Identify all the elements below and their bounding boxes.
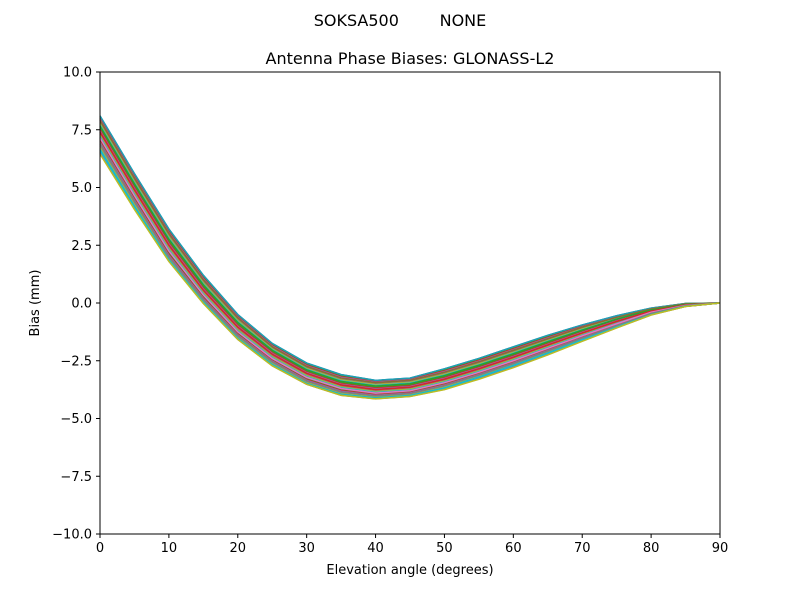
x-tick-label: 10	[161, 541, 178, 556]
series-line	[99, 125, 721, 387]
series-line	[99, 153, 721, 400]
series-line-interp	[99, 130, 721, 390]
series-line	[99, 115, 721, 382]
x-tick-label: 0	[96, 541, 104, 556]
series-line-interp	[99, 121, 721, 385]
series-line	[99, 137, 721, 394]
series-line-interp	[99, 117, 721, 383]
series-line-interp	[99, 128, 721, 389]
chart-title: Antenna Phase Biases: GLONASS-L2	[266, 49, 555, 68]
y-tick-label: −5.0	[60, 412, 92, 427]
series-line-interp	[99, 116, 721, 382]
series-line-interp	[99, 120, 721, 384]
y-tick-label: 2.5	[71, 239, 92, 254]
series-line-interp	[99, 122, 721, 385]
y-tick-label: 7.5	[71, 123, 92, 138]
series-line-interp	[99, 127, 721, 388]
series-line	[99, 120, 721, 384]
y-axis-ticks: −10.0 −7.5 −5.0 −2.5 0.0 2.5 5.0 7.5 10.0	[52, 66, 100, 543]
y-tick-label: −10.0	[52, 528, 92, 543]
x-tick-label: 20	[230, 541, 247, 556]
series-line	[99, 131, 721, 391]
x-tick-label: 60	[505, 541, 522, 556]
x-axis-label: Elevation angle (degrees)	[326, 563, 493, 578]
x-tick-label: 80	[643, 541, 660, 556]
x-tick-label: 40	[367, 541, 384, 556]
y-tick-label: 5.0	[71, 181, 92, 196]
x-tick-label: 70	[574, 541, 591, 556]
x-tick-label: 50	[436, 541, 453, 556]
x-axis-ticks: 0 10 20 30 40 50 60 70 80 90	[96, 534, 728, 556]
series-line-interp	[99, 123, 721, 386]
y-tick-label: −2.5	[60, 354, 92, 369]
y-axis-label: Bias (mm)	[28, 270, 43, 337]
series-line-interp	[99, 124, 721, 387]
series-line-interp	[99, 125, 721, 387]
chart-suptitle: SOKSA500 NONE	[314, 11, 487, 30]
y-tick-label: 0.0	[71, 297, 92, 312]
series-line-interp	[99, 115, 721, 382]
x-tick-label: 90	[712, 541, 729, 556]
series-line-interp	[99, 118, 721, 383]
series-lines	[99, 115, 721, 400]
y-tick-label: −7.5	[60, 470, 92, 485]
series-line-interp	[99, 129, 721, 389]
y-tick-label: 10.0	[63, 66, 92, 81]
series-line-interp	[99, 119, 721, 383]
series-line	[99, 143, 721, 397]
x-tick-label: 30	[298, 541, 315, 556]
plot-frame	[99, 71, 721, 535]
